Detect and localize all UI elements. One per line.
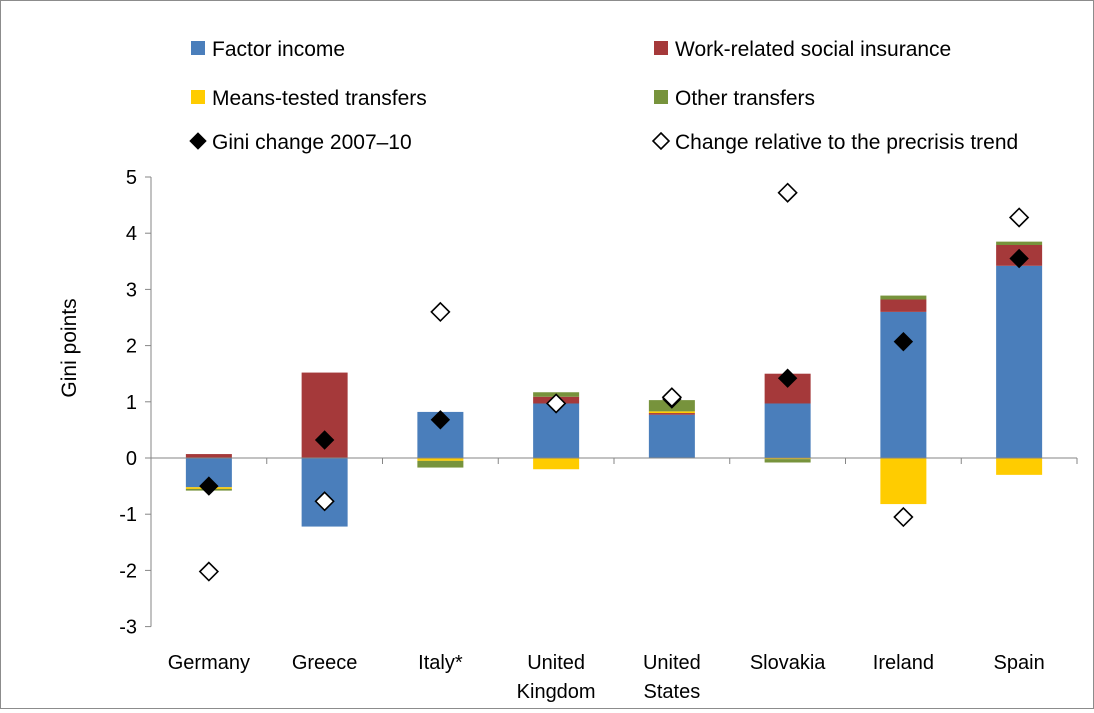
legend-label-factor-income: Factor income bbox=[212, 38, 345, 61]
y-tick-label: -3 bbox=[119, 617, 137, 639]
x-category-label: Greece bbox=[292, 652, 358, 674]
y-tick-label: 4 bbox=[126, 223, 137, 245]
marker-change-relative-to-the-precrisis-trend-spain bbox=[1008, 207, 1030, 228]
legend-swatch-other-transfers bbox=[654, 90, 668, 104]
bar-means-tested-transfers-spain bbox=[996, 458, 1043, 475]
x-category-label: Spain bbox=[994, 652, 1045, 674]
x-category-label: Kingdom bbox=[517, 681, 596, 703]
bar-factor-income-spain bbox=[996, 265, 1043, 458]
bar-other-transfers-italy bbox=[417, 460, 464, 468]
x-category-label: United bbox=[643, 652, 701, 674]
bar-factor-income-united-states bbox=[648, 414, 695, 458]
legend-marker-gini-change-2007-10 bbox=[189, 132, 207, 150]
legend-swatch-work-related-social-insurance bbox=[654, 41, 668, 55]
marker-gini-change-2007-10-slovakia bbox=[777, 368, 798, 388]
legend-label-means-tested-transfers: Means-tested transfers bbox=[212, 87, 427, 110]
marker-layer bbox=[198, 182, 1030, 582]
legend-label-other-transfers: Other transfers bbox=[675, 87, 815, 110]
axes: 5 4 3 2 1 0 -1 -2 -3 Germany Greece Italy* United Kin… bbox=[119, 167, 1078, 703]
bar-means-tested-transfers-italy bbox=[417, 458, 464, 461]
y-tick-label: -1 bbox=[119, 504, 137, 526]
marker-gini-change-2007-10-spain bbox=[1009, 248, 1029, 269]
legend: Factor income Work-related social insuran… bbox=[189, 38, 1018, 154]
x-category-label: Germany bbox=[168, 652, 250, 674]
legend-label-change-relative-to-the-precrisis-trend: Change relative to the precrisis trend bbox=[675, 131, 1018, 154]
marker-change-relative-to-the-precrisis-trend-italy bbox=[430, 301, 451, 323]
y-tick-label: 3 bbox=[126, 279, 137, 301]
y-tick-label: -2 bbox=[119, 560, 137, 582]
marker-change-relative-to-the-precrisis-trend-ireland bbox=[893, 506, 914, 528]
y-axis-title: Gini points bbox=[58, 298, 81, 397]
marker-gini-change-2007-10-italy bbox=[430, 410, 451, 430]
legend-swatch-factor-income bbox=[191, 41, 205, 55]
marker-gini-change-2007-10-ireland bbox=[893, 331, 914, 352]
marker-gini-change-2007-10-greece bbox=[314, 430, 335, 450]
bar-means-tested-transfers-slovakia bbox=[764, 458, 811, 460]
legend-marker-change-relative-to-the-precrisis-trend bbox=[651, 131, 671, 151]
bar-layer bbox=[185, 241, 1043, 527]
marker-change-relative-to-the-precrisis-trend-germany bbox=[198, 561, 220, 582]
bar-factor-income-slovakia bbox=[764, 403, 811, 458]
y-tick-label: 5 bbox=[126, 167, 137, 189]
bar-work-related-social-insurance-ireland bbox=[880, 299, 927, 312]
legend-swatch-means-tested-transfers bbox=[191, 90, 205, 104]
x-category-label: Slovakia bbox=[750, 652, 826, 674]
bar-means-tested-transfers-united-states bbox=[648, 411, 695, 414]
bar-other-transfers-spain bbox=[996, 241, 1043, 246]
marker-change-relative-to-the-precrisis-trend-slovakia bbox=[777, 182, 798, 203]
x-category-label: States bbox=[644, 681, 701, 703]
x-category-label: United bbox=[527, 652, 585, 674]
y-tick-label: 0 bbox=[126, 448, 137, 470]
y-tick-label: 1 bbox=[126, 392, 137, 414]
bar-work-related-social-insurance-united-states bbox=[648, 413, 695, 415]
bar-work-related-social-insurance-germany bbox=[185, 454, 232, 458]
marker-change-relative-to-the-precrisis-trend-united-kingdom bbox=[545, 393, 567, 414]
y-tick-label: 2 bbox=[126, 336, 137, 358]
bar-means-tested-transfers-ireland bbox=[880, 458, 927, 505]
bar-other-transfers-ireland bbox=[880, 295, 927, 300]
marker-gini-change-2007-10-germany bbox=[199, 476, 219, 496]
marker-change-relative-to-the-precrisis-trend-united-states bbox=[661, 387, 683, 408]
bar-other-transfers-slovakia bbox=[764, 459, 811, 463]
marker-change-relative-to-the-precrisis-trend-greece bbox=[314, 491, 335, 512]
x-category-label: Italy* bbox=[418, 652, 463, 674]
legend-label-work-related-social-insurance: Work-related social insurance bbox=[675, 38, 951, 61]
bar-means-tested-transfers-united-kingdom bbox=[533, 458, 580, 470]
x-category-label: Ireland bbox=[873, 652, 934, 674]
legend-label-gini-change-2007-10: Gini change 2007–10 bbox=[212, 131, 412, 154]
